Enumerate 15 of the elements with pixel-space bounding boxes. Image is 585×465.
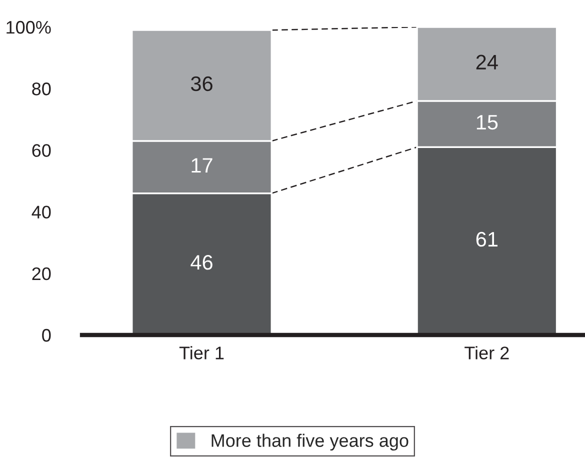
x-tick-label: Tier 1 xyxy=(179,346,224,360)
y-tick-label: 0 xyxy=(42,328,51,342)
data-label: 15 xyxy=(476,115,498,130)
data-label: 17 xyxy=(192,158,212,173)
data-label: 61 xyxy=(476,232,498,247)
y-tick-label: 60 xyxy=(32,144,51,157)
data-label: 24 xyxy=(476,54,498,70)
y-tick-label: 40 xyxy=(32,206,51,219)
legend-label: More than five years ago xyxy=(212,434,408,451)
x-tick-label: Tier 2 xyxy=(464,346,509,360)
data-label: 36 xyxy=(190,76,212,92)
y-tick-label: 20 xyxy=(32,267,51,280)
y-tick-label: 100% xyxy=(6,20,51,34)
y-tick-label: 80 xyxy=(32,82,51,96)
data-label: 46 xyxy=(190,255,212,270)
